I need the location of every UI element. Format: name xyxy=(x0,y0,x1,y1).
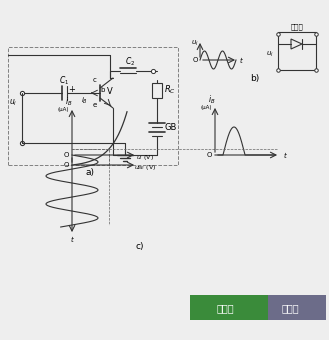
Text: $i_B$: $i_B$ xyxy=(208,94,216,106)
Text: c): c) xyxy=(136,242,144,252)
Text: $C_2$: $C_2$ xyxy=(125,56,135,68)
Text: b): b) xyxy=(250,73,260,83)
Text: (μA): (μA) xyxy=(200,105,212,111)
Text: $u_i$ (V): $u_i$ (V) xyxy=(136,153,154,162)
Text: c: c xyxy=(93,77,97,83)
Text: $u_i$: $u_i$ xyxy=(191,38,199,48)
Text: $i_B$: $i_B$ xyxy=(81,96,88,106)
Text: $u_i$: $u_i$ xyxy=(266,49,274,58)
Text: $t$: $t$ xyxy=(69,234,74,244)
Text: O: O xyxy=(192,57,198,63)
Text: $u_{BE}$ (V): $u_{BE}$ (V) xyxy=(134,164,156,172)
Text: $t$: $t$ xyxy=(283,150,288,160)
Text: 上百度: 上百度 xyxy=(281,303,299,313)
Text: 发射结: 发射结 xyxy=(291,24,303,30)
Text: e: e xyxy=(93,102,97,108)
Text: O: O xyxy=(63,162,69,168)
Text: $R_C$: $R_C$ xyxy=(164,84,176,96)
Text: $t$: $t$ xyxy=(239,55,243,65)
Bar xyxy=(268,295,326,320)
Bar xyxy=(190,295,268,320)
Bar xyxy=(278,32,316,70)
Text: V: V xyxy=(107,86,113,96)
Text: $i_B$: $i_B$ xyxy=(65,96,73,108)
Text: b: b xyxy=(101,87,105,93)
Text: (μA): (μA) xyxy=(57,107,69,113)
Text: $C_1$: $C_1$ xyxy=(59,75,69,87)
Bar xyxy=(152,83,162,98)
Text: $u_i$: $u_i$ xyxy=(9,98,17,108)
Text: O: O xyxy=(206,152,212,158)
Text: a): a) xyxy=(86,169,94,177)
Text: 找资料: 找资料 xyxy=(216,303,234,313)
Text: O: O xyxy=(63,152,69,158)
Text: +: + xyxy=(68,85,75,94)
Text: GB: GB xyxy=(165,123,177,133)
